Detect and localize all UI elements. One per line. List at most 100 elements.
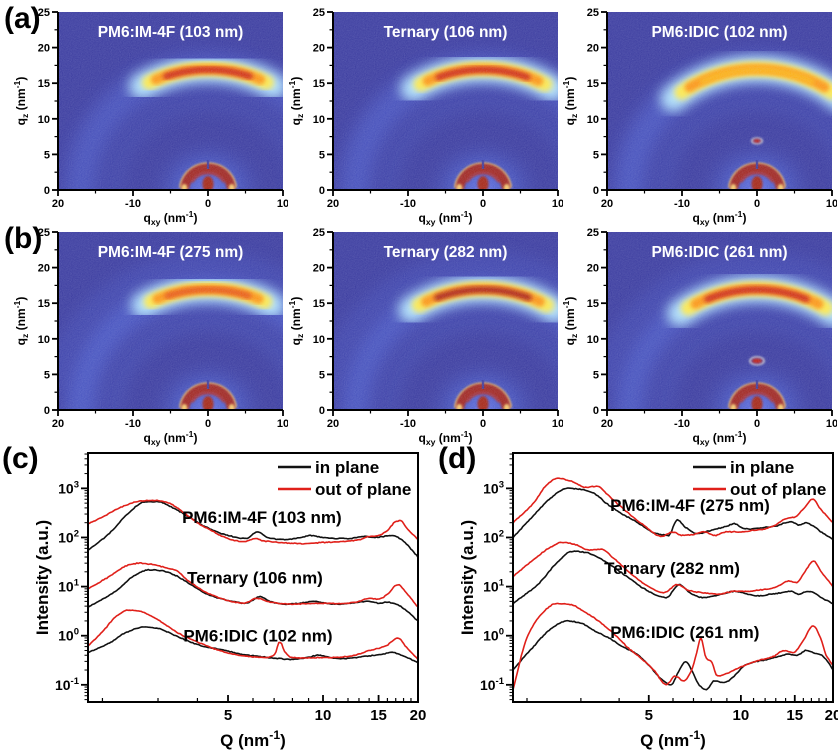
x-axis-label: Q (nm-1) xyxy=(220,728,286,750)
curve-annotation: Ternary (282 nm) xyxy=(604,559,740,578)
legend: in plane out of plane xyxy=(693,458,826,499)
linecut-chart-c: 5 10 15 20 103 102 101 100 10-1 Intensity (a.u.) Q… xyxy=(33,452,427,750)
x-axis-label: qxy (nm-1) xyxy=(419,209,473,227)
giwaxs-panel-title: PM6:IDIC (102 nm) xyxy=(651,24,787,41)
y-tick-label: 15 xyxy=(587,78,599,90)
curves-group xyxy=(513,477,833,691)
y-tick-label: 25 xyxy=(587,7,599,19)
x-tick-label: 20 xyxy=(410,707,427,724)
giwaxs-panel-pm6-idic-261nm: 0 5 10 15 20 25 20 -10 0 10 qz (nm-1) qxy (nm-1) PM6… xyxy=(555,224,837,456)
x-tick-label: 0 xyxy=(754,418,760,430)
y-tick-label: 20 xyxy=(587,43,599,55)
legend-label: out of plane xyxy=(730,480,826,499)
curve-annotation: PM6:IDIC (102 nm) xyxy=(183,626,332,645)
x-tick-label: 0 xyxy=(480,418,486,430)
y-tick-label: 5 xyxy=(44,149,50,161)
linecut-chart-d: 5 10 15 20 103 102 101 100 10-1 Intensity (a.u.) Q… xyxy=(458,452,838,750)
y-tick-label: 20 xyxy=(38,43,50,55)
linecut-plot-thick-films: 5 10 15 20 103 102 101 100 10-1 Intensity (a.u.) Q… xyxy=(453,440,838,755)
y-tick-label: 20 xyxy=(38,263,50,275)
x-tick-label: 10 xyxy=(826,198,837,210)
giwaxs-map-a1: 0 5 10 15 20 25 20 -10 0 10 qz (nm-1) qxy (nm-1) PM6… xyxy=(12,7,288,227)
giwaxs-panel-pm6-idic-102nm: 0 5 10 15 20 25 20 -10 0 10 qz (nm-1) qxy (nm-1) PM6… xyxy=(555,4,837,236)
giwaxs-panel-title: PM6:IM-4F (275 nm) xyxy=(98,244,244,261)
panel-label-b: (b) xyxy=(4,222,43,255)
x-axis-label: qxy (nm-1) xyxy=(693,209,747,227)
y-tick-label: 15 xyxy=(38,78,50,90)
y-tick-label: 10 xyxy=(38,114,50,126)
giwaxs-axes-a3: 0 5 10 15 20 25 20 -10 0 10 qz (nm-1) qxy (nm-1) xyxy=(561,7,837,227)
giwaxs-panel-title: PM6:IDIC (261 nm) xyxy=(651,244,787,261)
y-tick-label: 20 xyxy=(313,43,325,55)
x-tick-label: 0 xyxy=(205,198,211,210)
y-tick-label: 5 xyxy=(319,149,325,161)
linecut-axes-c: 5 10 15 20 103 102 101 100 10-1 Intensity (a.u.) Q… xyxy=(33,452,427,750)
x-tick-label: -10 xyxy=(674,418,690,430)
x-tick-label: 10 xyxy=(552,198,563,210)
y-tick-label: 0 xyxy=(319,405,325,417)
x-tick-label: 10 xyxy=(826,418,837,430)
y-tick-label: 10 xyxy=(587,114,599,126)
y-tick-label: 10-1 xyxy=(55,676,80,693)
giwaxs-axes-b3: 0 5 10 15 20 25 20 -10 0 10 qz (nm-1) qxy (nm-1) xyxy=(561,227,837,447)
giwaxs-panel-pm6-im4f-275nm: 0 5 10 15 20 25 20 -10 0 10 qz (nm-1) qxy (nm-1) PM6… xyxy=(6,224,288,456)
legend-label: in plane xyxy=(730,458,794,477)
giwaxs-axes-b1: 0 5 10 15 20 25 20 -10 0 10 qz (nm-1) qxy (nm-1) xyxy=(12,227,288,447)
linecut-plot-thin-films: 5 10 15 20 103 102 101 100 10-1 Intensity (a.u.) Q… xyxy=(28,440,430,755)
y-tick-label: 15 xyxy=(313,298,325,310)
y-axis-label: qz (nm-1) xyxy=(287,297,305,346)
y-tick-label: 101 xyxy=(483,578,505,595)
giwaxs-map-a3: 0 5 10 15 20 25 20 -10 0 10 qz (nm-1) qxy (nm-1) PM6… xyxy=(561,7,837,227)
panel-label-a: (a) xyxy=(4,2,41,35)
giwaxs-map-a2: 0 5 10 15 20 25 20 -10 0 10 qz (nm-1) qxy (nm-1) Ter… xyxy=(287,7,563,227)
giwaxs-map-b2: 0 5 10 15 20 25 20 -10 0 10 qz (nm-1) qxy (nm-1) Ter… xyxy=(287,227,563,447)
y-tick-label: 100 xyxy=(58,627,79,644)
y-tick-label: 15 xyxy=(38,298,50,310)
x-axis-label: qxy (nm-1) xyxy=(693,429,747,447)
x-axis-label: qxy (nm-1) xyxy=(144,209,198,227)
x-tick-label: 10 xyxy=(315,707,332,724)
x-tick-label: 10 xyxy=(277,198,288,210)
x-tick-label: -10 xyxy=(125,418,141,430)
legend-label: out of plane xyxy=(315,480,411,499)
y-tick-label: 102 xyxy=(483,528,504,545)
y-tick-label: 25 xyxy=(313,227,325,239)
x-tick-label: 20 xyxy=(601,418,613,430)
y-tick-label: 10 xyxy=(313,114,325,126)
curve-annotation: PM6:IM-4F (275 nm) xyxy=(610,496,770,515)
y-tick-label: 100 xyxy=(483,627,504,644)
x-tick-label: 10 xyxy=(552,418,563,430)
legend-label: in plane xyxy=(315,458,379,477)
y-tick-label: 0 xyxy=(593,185,599,197)
y-tick-label: 15 xyxy=(587,298,599,310)
panel-label-c: (c) xyxy=(2,442,39,475)
x-tick-label: 15 xyxy=(786,707,803,724)
x-axis-label: qxy (nm-1) xyxy=(419,429,473,447)
y-tick-label: 15 xyxy=(313,78,325,90)
x-tick-label: -10 xyxy=(674,198,690,210)
giwaxs-panel-ternary-282nm: 0 5 10 15 20 25 20 -10 0 10 qz (nm-1) qxy (nm-1) Ter… xyxy=(281,224,563,456)
y-axis-label: qz (nm-1) xyxy=(287,77,305,126)
y-axis-label: qz (nm-1) xyxy=(12,77,30,126)
giwaxs-axes-b2: 0 5 10 15 20 25 20 -10 0 10 qz (nm-1) qxy (nm-1) xyxy=(287,227,563,447)
curve-annotation: PM6:IDIC (261 nm) xyxy=(610,623,759,642)
y-tick-label: 20 xyxy=(313,263,325,275)
y-axis-label: qz (nm-1) xyxy=(561,77,579,126)
y-tick-label: 10 xyxy=(38,334,50,346)
giwaxs-panel-title: Ternary (106 nm) xyxy=(384,24,508,41)
x-tick-label: 20 xyxy=(601,198,613,210)
giwaxs-axes-a2: 0 5 10 15 20 25 20 -10 0 10 qz (nm-1) qxy (nm-1) xyxy=(287,7,563,227)
y-tick-label: 20 xyxy=(587,263,599,275)
x-tick-label: 20 xyxy=(52,198,64,210)
linecut-axes-d: 5 10 15 20 103 102 101 100 10-1 Intensity (a.u.) Q… xyxy=(458,452,838,750)
x-tick-label: 5 xyxy=(224,707,232,724)
x-tick-label: 15 xyxy=(370,707,387,724)
y-tick-label: 25 xyxy=(587,227,599,239)
y-tick-label: 5 xyxy=(593,149,599,161)
y-tick-label: 10-1 xyxy=(480,676,505,693)
giwaxs-panel-title: PM6:IM-4F (103 nm) xyxy=(98,24,244,41)
y-tick-label: 5 xyxy=(44,369,50,381)
legend: in plane out of plane xyxy=(278,458,411,499)
y-tick-label: 5 xyxy=(593,369,599,381)
